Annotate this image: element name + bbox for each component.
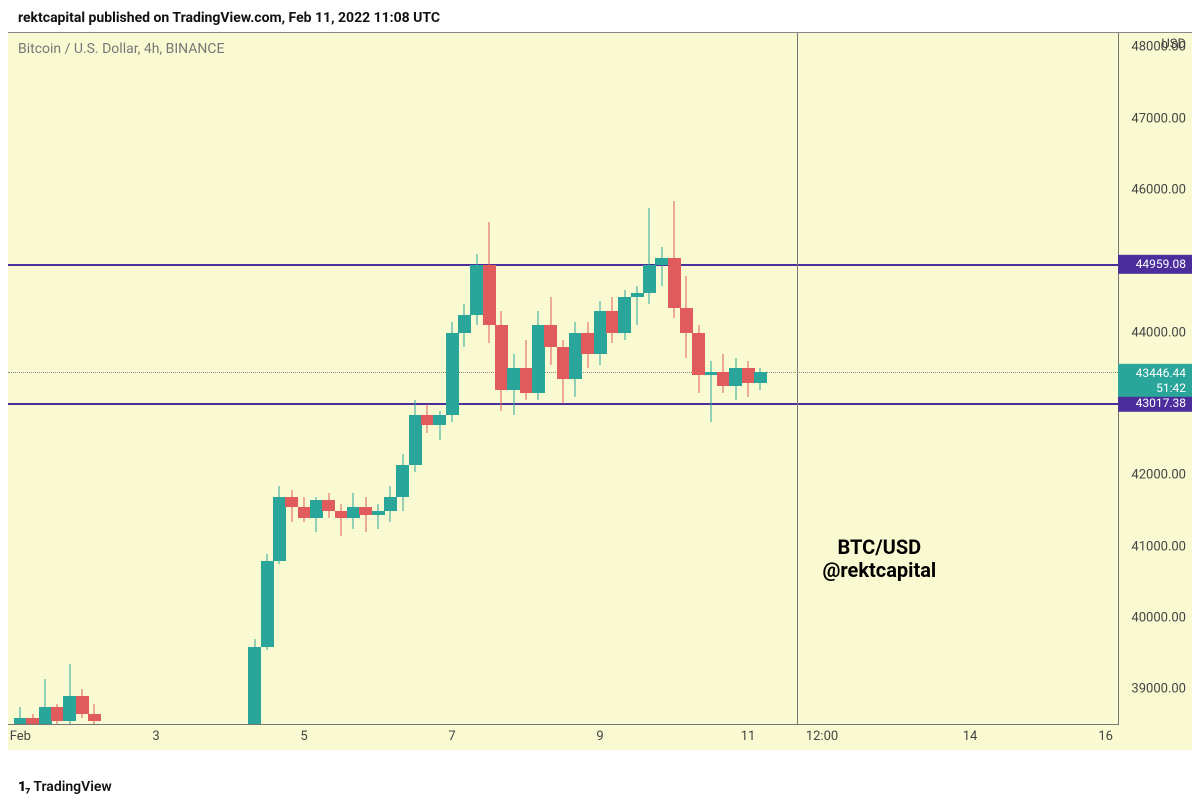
candle[interactable] xyxy=(520,33,533,725)
candle[interactable] xyxy=(594,33,607,725)
candle[interactable] xyxy=(532,33,545,725)
candle[interactable] xyxy=(335,33,348,725)
current-time-line xyxy=(797,33,798,725)
candle[interactable] xyxy=(285,33,298,725)
x-tick-label: 11 xyxy=(741,729,756,744)
y-tick-label: 40000.00 xyxy=(1131,610,1186,625)
candle[interactable] xyxy=(322,33,335,725)
candle[interactable] xyxy=(692,33,705,725)
candle[interactable] xyxy=(396,33,409,725)
candle[interactable] xyxy=(446,33,459,725)
plot-area[interactable]: Bitcoin / U.S. Dollar, 4h, BINANCE BTC/U… xyxy=(8,33,1118,725)
candle[interactable] xyxy=(606,33,619,725)
candle[interactable] xyxy=(705,33,718,725)
tradingview-footer: 1₇ TradingView xyxy=(18,779,112,795)
x-tick-label: 14 xyxy=(963,729,978,744)
y-tick-label: 41000.00 xyxy=(1131,539,1186,554)
candle[interactable] xyxy=(470,33,483,725)
candle[interactable] xyxy=(655,33,668,725)
candle[interactable] xyxy=(88,33,101,725)
y-tick-label: 42000.00 xyxy=(1131,468,1186,483)
candle[interactable] xyxy=(26,33,39,725)
y-tick-label: 47000.00 xyxy=(1131,111,1186,126)
candle[interactable] xyxy=(421,33,434,725)
x-tick-label: 9 xyxy=(596,729,603,744)
candle[interactable] xyxy=(618,33,631,725)
candle[interactable] xyxy=(14,33,27,725)
candle[interactable] xyxy=(643,33,656,725)
candle[interactable] xyxy=(39,33,52,725)
x-tick-label: Feb xyxy=(10,729,31,744)
candle[interactable] xyxy=(729,33,742,725)
candle[interactable] xyxy=(248,33,261,725)
candle[interactable] xyxy=(569,33,582,725)
y-tick-label: 48000.00 xyxy=(1131,40,1186,55)
candle[interactable] xyxy=(359,33,372,725)
candle[interactable] xyxy=(347,33,360,725)
current-price-tag: 43446.4451:42 xyxy=(1118,364,1192,397)
candle[interactable] xyxy=(680,33,693,725)
candle[interactable] xyxy=(310,33,323,725)
candle[interactable] xyxy=(273,33,286,725)
candle[interactable] xyxy=(754,33,767,725)
publish-header: rektcapital published on TradingView.com… xyxy=(0,0,1200,32)
tradingview-logo-icon: 1₇ xyxy=(18,779,29,795)
x-tick-label: 7 xyxy=(448,729,455,744)
hline-price-tag: 44959.08 xyxy=(1118,255,1192,273)
candle[interactable] xyxy=(63,33,76,725)
candle[interactable] xyxy=(668,33,681,725)
candle[interactable] xyxy=(483,33,496,725)
candle[interactable] xyxy=(384,33,397,725)
candle[interactable] xyxy=(742,33,755,725)
candle[interactable] xyxy=(261,33,274,725)
chart-container[interactable]: Bitcoin / U.S. Dollar, 4h, BINANCE BTC/U… xyxy=(8,32,1192,750)
x-tick-label: 16 xyxy=(1098,729,1113,744)
x-axis[interactable]: Feb 3 5 7 9 11 12:00 14 16 xyxy=(8,724,1118,750)
candle[interactable] xyxy=(495,33,508,725)
y-tick-label: 39000.00 xyxy=(1131,682,1186,697)
candle[interactable] xyxy=(372,33,385,725)
x-tick-label: 5 xyxy=(300,729,307,744)
candle[interactable] xyxy=(76,33,89,725)
chart-watermark: BTC/USD@rektcapital xyxy=(822,536,936,582)
candle[interactable] xyxy=(458,33,471,725)
y-tick-label: 44000.00 xyxy=(1131,325,1186,340)
candle[interactable] xyxy=(51,33,64,725)
x-tick-label: 12:00 xyxy=(806,729,838,744)
candle[interactable] xyxy=(631,33,644,725)
y-axis[interactable]: USD 39000.0040000.0041000.0042000.004300… xyxy=(1118,33,1192,725)
candle[interactable] xyxy=(298,33,311,725)
candle[interactable] xyxy=(433,33,446,725)
y-tick-label: 46000.00 xyxy=(1131,182,1186,197)
x-tick-label: 3 xyxy=(152,729,159,744)
candle[interactable] xyxy=(717,33,730,725)
candle[interactable] xyxy=(544,33,557,725)
candle[interactable] xyxy=(507,33,520,725)
tradingview-brand: TradingView xyxy=(33,779,111,795)
candle[interactable] xyxy=(409,33,422,725)
candle[interactable] xyxy=(581,33,594,725)
candle[interactable] xyxy=(557,33,570,725)
